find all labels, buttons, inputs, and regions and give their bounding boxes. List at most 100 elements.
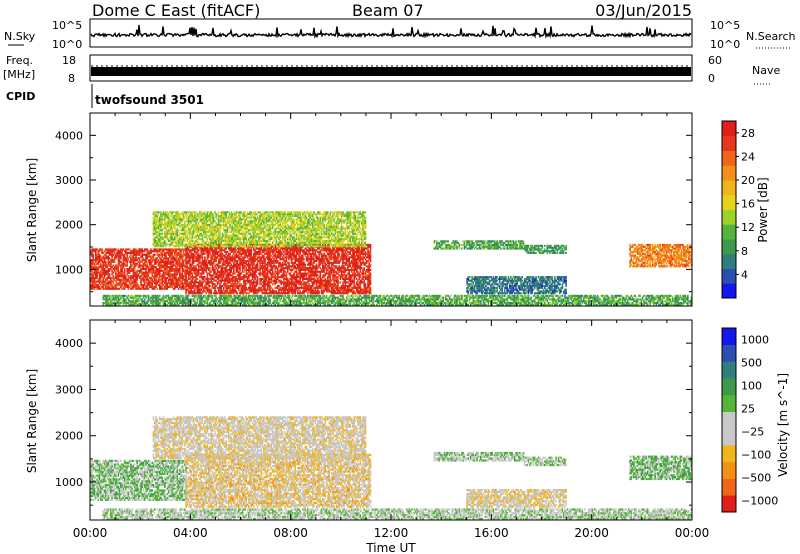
power-cell: [154, 260, 156, 263]
power-cell: [352, 261, 354, 264]
power-cell: [344, 251, 347, 254]
power-cell: [120, 273, 122, 276]
power-cell: [285, 260, 288, 263]
power-cell: [170, 266, 172, 269]
power-cell: [221, 277, 224, 280]
power-cell: [162, 277, 165, 280]
power-cell: [330, 263, 333, 266]
power-cell: [248, 258, 250, 261]
power-cell: [159, 245, 161, 248]
power-cell: [350, 288, 353, 291]
power-cell: [315, 267, 318, 270]
power-cell: [362, 256, 364, 259]
power-cell: [310, 247, 313, 250]
power-cell: [259, 243, 261, 246]
power-cell: [122, 266, 125, 269]
power-cell: [286, 247, 289, 250]
power-cell: [369, 290, 372, 293]
power-cell: [276, 243, 279, 246]
power-cell: [125, 250, 127, 253]
power-cell: [240, 283, 243, 286]
power-cell: [170, 241, 172, 244]
power-cell: [172, 241, 175, 244]
power-cell: [339, 268, 342, 271]
power-cell: [166, 269, 169, 272]
power-cell: [202, 249, 205, 252]
power-cell: [186, 279, 189, 282]
power-cell: [192, 218, 195, 221]
power-cell: [141, 253, 143, 256]
power-cell: [181, 284, 184, 287]
power-cell: [335, 258, 338, 261]
power-cell: [246, 260, 249, 263]
power-cell: [157, 260, 160, 263]
power-cell: [182, 223, 185, 226]
power-cell: [344, 276, 347, 279]
power-cell: [187, 238, 190, 241]
power-cell: [142, 257, 145, 260]
power-cell: [117, 282, 120, 285]
power-cell: [276, 270, 279, 273]
power-cell: [308, 283, 310, 286]
power-cell: [164, 220, 166, 223]
power-cell: [181, 264, 184, 267]
power-cell: [200, 285, 202, 288]
power-cell: [138, 257, 141, 260]
power-cell: [182, 214, 185, 217]
power-cell: [307, 263, 309, 266]
power-cell: [222, 260, 225, 263]
power-cell: [107, 277, 110, 280]
power-cell: [187, 245, 190, 248]
power-cell: [274, 270, 276, 273]
power-cell: [291, 276, 294, 279]
power-cell: [320, 288, 323, 291]
power-cell: [364, 263, 367, 266]
power-cell: [281, 268, 284, 271]
power-cell: [197, 258, 200, 261]
power-cell: [196, 270, 199, 273]
freq-panel: 18 8 Freq. [MHz] 60 0 Nave: [3, 54, 780, 85]
power-cell: [181, 245, 184, 248]
power-cell: [159, 268, 161, 271]
power-cell: [176, 214, 179, 217]
power-cell: [145, 278, 147, 281]
power-cell: [240, 292, 243, 295]
power-cell: [234, 251, 236, 254]
power-cell: [180, 241, 182, 244]
power-cell: [289, 268, 291, 271]
power-cell: [225, 268, 227, 271]
power-cell: [224, 261, 226, 264]
power-cell: [266, 292, 269, 295]
power-cell: [308, 261, 310, 264]
power-cell: [303, 265, 305, 268]
power-cell: [309, 258, 312, 261]
power-cell: [229, 292, 231, 295]
power-cell: [121, 262, 123, 265]
power-cell: [363, 272, 365, 275]
power-cell: [182, 234, 185, 237]
power-cell: [271, 274, 274, 277]
power-cell: [197, 249, 200, 252]
power-cell: [204, 285, 206, 288]
power-cell: [167, 223, 170, 226]
power-cell: [191, 247, 194, 250]
power-cell: [362, 292, 364, 295]
power-cell: [180, 251, 182, 254]
power-cell: [239, 260, 241, 263]
power-cell: [146, 271, 148, 274]
power-cell: [347, 260, 349, 263]
power-cell: [200, 281, 202, 284]
power-cell: [281, 272, 284, 275]
power-cell: [167, 282, 170, 285]
power-cell: [182, 253, 185, 256]
power-cell: [194, 230, 196, 233]
power-cell: [279, 249, 281, 252]
power-cell: [95, 248, 97, 251]
power-cell: [260, 249, 263, 252]
power-cell: [285, 249, 288, 252]
power-cell: [211, 261, 214, 264]
power-cell: [161, 245, 164, 248]
power-cell: [333, 260, 335, 263]
power-cell: [225, 283, 227, 286]
